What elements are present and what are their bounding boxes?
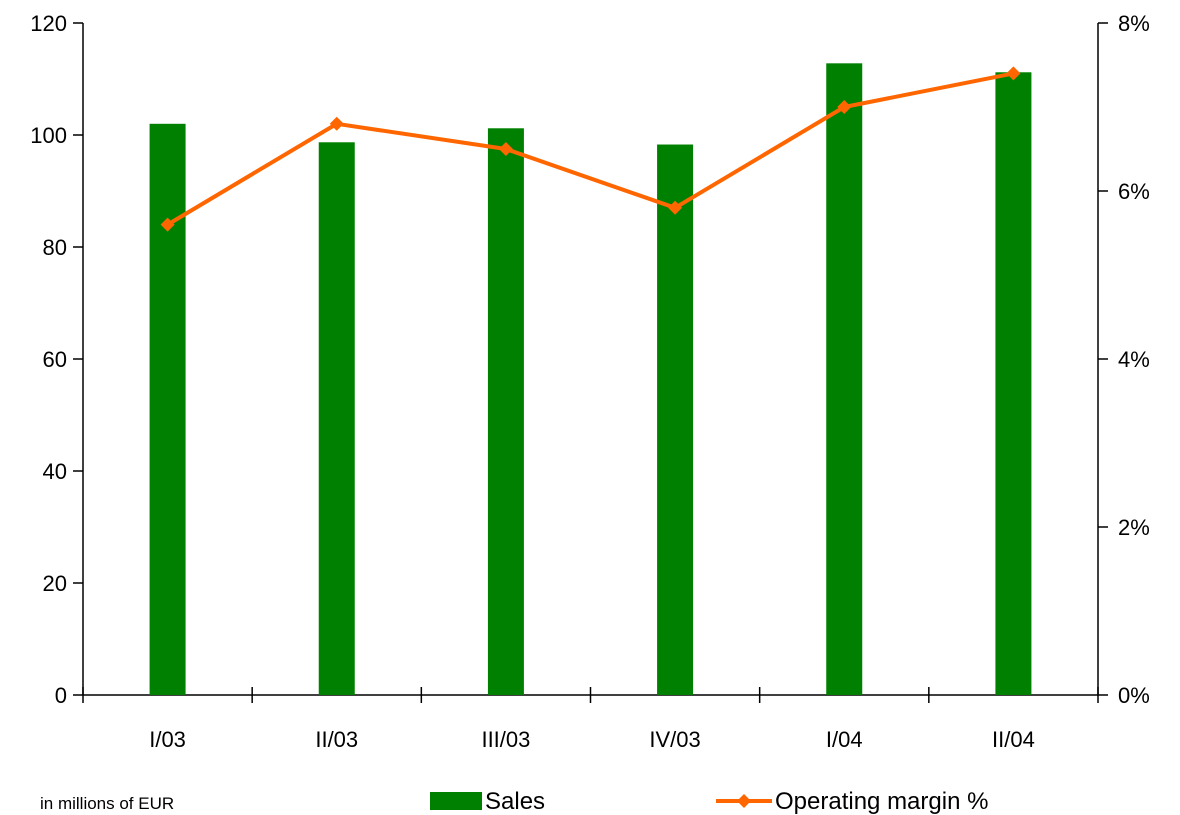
left-axis-tick-label: 100 xyxy=(30,123,67,148)
right-axis-tick-label: 2% xyxy=(1118,515,1150,540)
left-axis-tick-label: 40 xyxy=(43,459,67,484)
sales-bar xyxy=(318,142,355,695)
operating-margin-line xyxy=(160,66,1021,232)
legend-margin-label: Operating margin % xyxy=(775,788,988,815)
right-axis-tick-label: 8% xyxy=(1118,11,1150,36)
sales-bar xyxy=(995,72,1032,695)
operating-margin-point xyxy=(329,116,344,131)
operating-margin-point xyxy=(837,100,852,114)
x-axis-tick-label: II/03 xyxy=(315,727,358,752)
sales-bar xyxy=(149,123,186,696)
right-y-axis: 0% 2% 4% 6% 8% xyxy=(1097,11,1150,708)
x-axis-tick-label: I/04 xyxy=(826,727,863,752)
right-axis-tick-label: 6% xyxy=(1118,179,1150,204)
left-axis-tick-label: 20 xyxy=(43,571,67,596)
legend-margin-marker xyxy=(737,794,751,808)
left-axis-tick-label: 80 xyxy=(43,235,67,260)
x-axis: I/03 II/03 III/03 IV/03 I/04 II/04 xyxy=(82,687,1099,752)
units-note: in millions of EUR xyxy=(40,794,174,813)
left-axis-tick-label: 60 xyxy=(43,347,67,372)
right-axis-tick-label: 0% xyxy=(1118,683,1150,708)
sales-bar xyxy=(487,128,524,695)
legend-sales-label: Sales xyxy=(485,788,545,815)
operating-margin-series-line xyxy=(166,71,1014,227)
operating-margin-point xyxy=(160,217,175,232)
sales-bar xyxy=(826,63,863,695)
x-axis-tick-label: I/03 xyxy=(149,727,186,752)
legend-sales-swatch xyxy=(430,792,482,810)
x-axis-tick-label: III/03 xyxy=(481,727,530,752)
sales-bars xyxy=(149,63,1032,696)
left-axis-tick-label: 120 xyxy=(30,11,67,36)
legend: Sales Operating margin % xyxy=(430,788,988,815)
x-axis-tick-label: IV/03 xyxy=(649,727,700,752)
operating-margin-point xyxy=(1006,66,1021,81)
operating-margin-point xyxy=(668,200,683,215)
left-y-axis: 0 20 40 60 80 100 120 xyxy=(30,11,84,708)
x-axis-tick-label: II/04 xyxy=(992,727,1035,752)
left-axis-tick-label: 0 xyxy=(55,683,67,708)
right-axis-tick-label: 4% xyxy=(1118,347,1150,372)
operating-margin-point xyxy=(498,142,513,156)
sales-bar xyxy=(657,144,694,695)
